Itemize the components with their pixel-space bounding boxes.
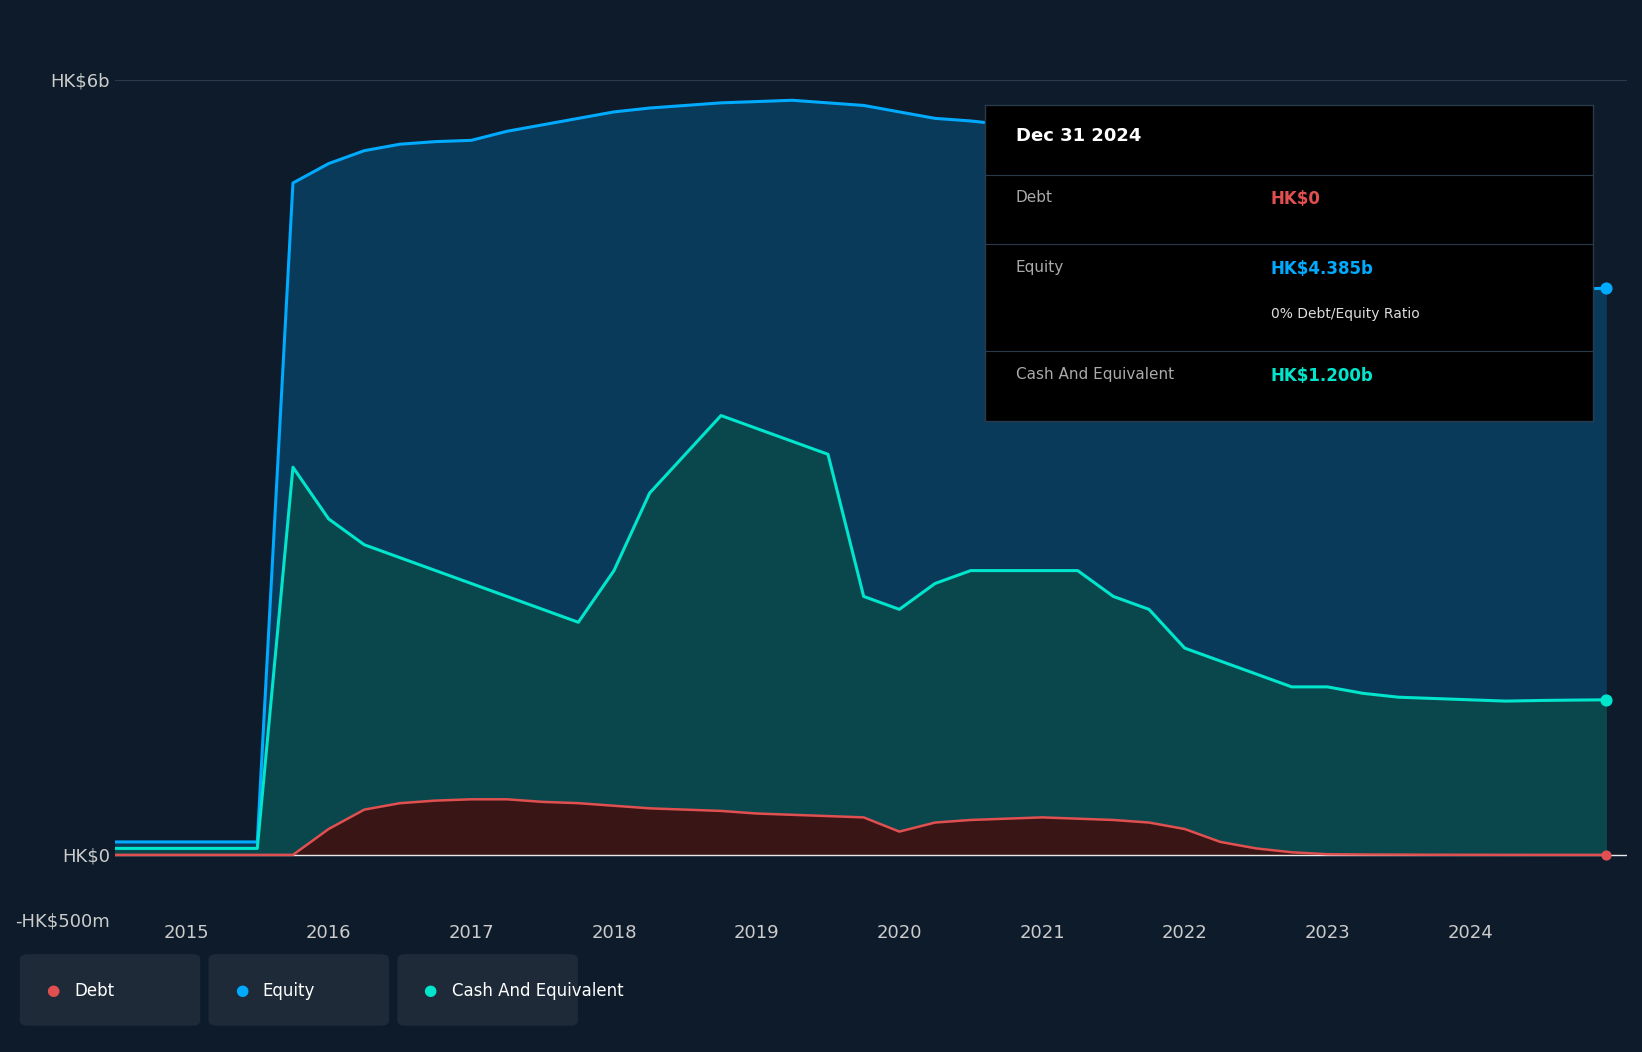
Text: HK$4.385b: HK$4.385b	[1271, 260, 1374, 278]
Text: ●: ●	[235, 984, 248, 998]
Text: Debt: Debt	[74, 982, 113, 1000]
Text: HK$0: HK$0	[1271, 190, 1320, 208]
Point	[1593, 280, 1619, 297]
Text: Equity: Equity	[263, 982, 315, 1000]
Text: HK$1.200b: HK$1.200b	[1271, 367, 1373, 385]
Text: Cash And Equivalent: Cash And Equivalent	[1015, 367, 1174, 382]
Point	[1593, 847, 1619, 864]
Text: Dec 31 2024: Dec 31 2024	[1015, 127, 1141, 145]
Text: Equity: Equity	[1015, 260, 1064, 275]
Text: Debt: Debt	[1015, 190, 1053, 205]
Text: ●: ●	[46, 984, 59, 998]
Text: 0% Debt/Equity Ratio: 0% Debt/Equity Ratio	[1271, 307, 1419, 321]
Point	[1593, 691, 1619, 708]
Text: Cash And Equivalent: Cash And Equivalent	[452, 982, 624, 1000]
Text: ●: ●	[424, 984, 437, 998]
